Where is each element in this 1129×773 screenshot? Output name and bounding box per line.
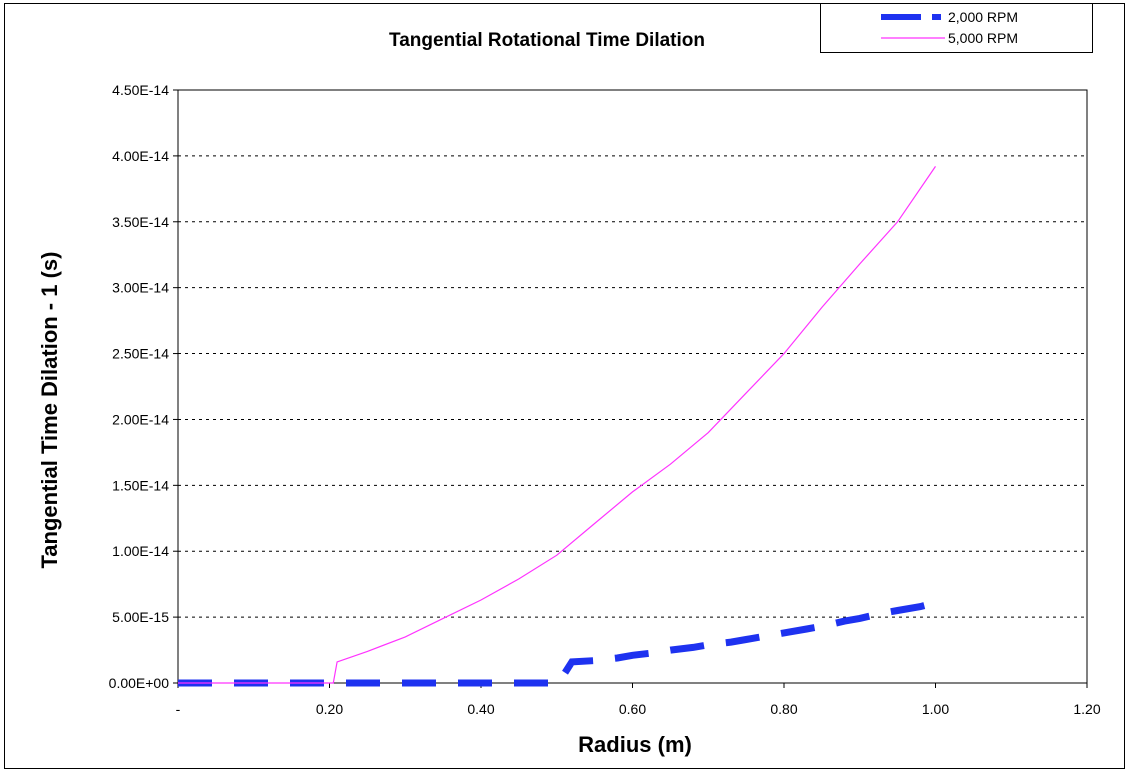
x-tick-label: 1.00 bbox=[922, 701, 949, 717]
x-axis-label: Radius (m) bbox=[578, 732, 692, 757]
y-tick-label: 2.50E-14 bbox=[112, 346, 169, 362]
y-tick-label: 3.50E-14 bbox=[112, 214, 169, 230]
y-tick-label: 2.00E-14 bbox=[112, 411, 169, 427]
x-tick-label: - bbox=[176, 701, 181, 717]
legend-label-2000rpm: 2,000 RPM bbox=[948, 9, 1019, 25]
x-tick-label: 0.60 bbox=[619, 701, 646, 717]
y-tick-label: 1.00E-14 bbox=[112, 543, 169, 559]
x-tick-label: 0.20 bbox=[316, 701, 343, 717]
chart-frame bbox=[4, 3, 1125, 769]
x-tick-label: 1.20 bbox=[1073, 701, 1100, 717]
legend-label-5000rpm: 5,000 RPM bbox=[948, 30, 1019, 46]
series-line-2000rpm bbox=[178, 599, 937, 687]
legend-swatch-2000rpm bbox=[881, 14, 941, 20]
plot-border bbox=[177, 89, 1088, 684]
y-tick-label: 4.00E-14 bbox=[112, 148, 169, 164]
x-tick-label: 0.80 bbox=[770, 701, 797, 717]
y-tick-label: 3.00E-14 bbox=[112, 280, 169, 296]
y-tick-label: 1.50E-14 bbox=[112, 477, 169, 493]
y-tick-label: 5.00E-15 bbox=[112, 609, 169, 625]
chart-title: Tangential Rotational Time Dilation bbox=[389, 30, 705, 51]
y-tick-label: 0.00E+00 bbox=[109, 675, 170, 691]
legend-swatch-5000rpm bbox=[881, 37, 945, 39]
legend-item-5000rpm: 5,000 RPM bbox=[821, 28, 1092, 50]
x-tick-label: 0.40 bbox=[467, 701, 494, 717]
legend: 2,000 RPM 5,000 RPM bbox=[820, 3, 1093, 53]
series-line-5000rpm bbox=[178, 166, 936, 684]
y-tick-label: 4.50E-14 bbox=[112, 82, 169, 98]
legend-item-2000rpm: 2,000 RPM bbox=[821, 7, 1092, 29]
